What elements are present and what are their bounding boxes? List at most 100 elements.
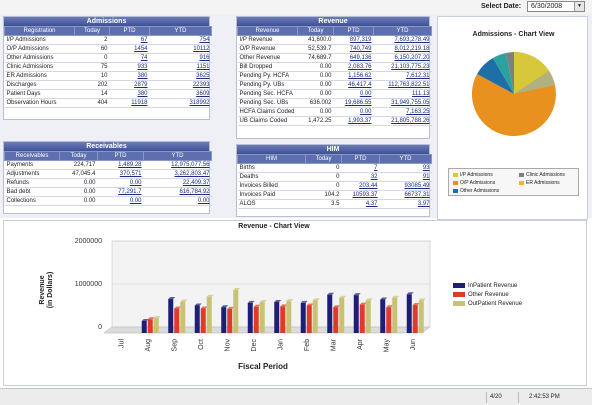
cell-value[interactable]: 0.00	[333, 89, 374, 99]
cell-value[interactable]: 7	[341, 163, 380, 173]
table-row: Pending Sec. HCFA 0.00 0.00 111.13	[237, 89, 432, 99]
bar-top	[153, 315, 161, 318]
cell-value[interactable]: 1,993.37	[333, 116, 374, 126]
cell-value[interactable]: 203.44	[341, 181, 380, 191]
cell-value: 104.2	[305, 190, 342, 200]
cell-value[interactable]: 112,763,822.51	[373, 80, 432, 90]
cell-value[interactable]: 933	[109, 62, 150, 72]
cell-value[interactable]: 111.13	[373, 89, 432, 99]
cell-value[interactable]: 11918	[109, 98, 150, 108]
table-row: Clinic Admissions 75 933 1151	[4, 62, 212, 72]
row-label: Discharges	[4, 80, 75, 90]
bar-top	[247, 300, 255, 303]
cell-value[interactable]: 7,612.31	[373, 71, 432, 81]
cell-value: 0.00	[297, 89, 334, 99]
cell-value[interactable]: 1151	[149, 62, 212, 72]
bar	[300, 302, 306, 333]
cell-value[interactable]: 91	[379, 172, 432, 182]
cell-value[interactable]: 77,291.7	[97, 187, 144, 197]
pie-slice-clinic-admissions	[506, 52, 514, 94]
legend-swatch	[453, 292, 465, 297]
cell-value: 14	[74, 89, 110, 99]
revenue-table: Revenue Today PTD YTD I/P Revenue 41,600.0 89…	[237, 26, 432, 126]
cell-value[interactable]: 8,012,219.18	[373, 44, 432, 54]
cell-value[interactable]: 22393	[149, 80, 212, 90]
cell-value[interactable]: 3.97	[379, 199, 432, 209]
bar-top	[194, 303, 202, 306]
cell-value[interactable]: 3625	[149, 71, 212, 81]
cell-value[interactable]: 0.00	[97, 196, 144, 206]
cell-value[interactable]: 31,949,755.05	[373, 98, 432, 108]
cell-value[interactable]: 1454	[109, 44, 150, 54]
bar-top	[147, 317, 155, 320]
cell-value[interactable]: 916	[149, 53, 212, 63]
cell-value[interactable]: 740,749	[333, 44, 374, 54]
column-header: PTD	[97, 151, 144, 161]
cell-value[interactable]: 6,150,207.20	[373, 53, 432, 63]
bar	[353, 295, 359, 333]
cell-value[interactable]: 1,156.62	[333, 71, 374, 81]
cell-value[interactable]: 66737.31	[379, 190, 432, 200]
row-label: Deaths	[237, 172, 306, 182]
cell-value[interactable]: 616,784.92	[143, 187, 212, 197]
x-tick-label: Dec	[251, 339, 258, 352]
cell-value[interactable]: 754	[149, 35, 212, 45]
cell-value[interactable]: 19,686.55	[333, 98, 374, 108]
table-row: Pending Py. UBs 0.00 46,417.4 112,763,822.5…	[237, 80, 432, 90]
bar	[247, 302, 253, 333]
cell-value[interactable]: 10112	[149, 44, 212, 54]
row-label: Pending Sec. UBs	[237, 98, 298, 108]
cell-value[interactable]: 897,319	[333, 35, 374, 45]
cell-value[interactable]: 649,136	[333, 53, 374, 63]
receivables-panel: Receivables Receivables Today PTD YTD Payme…	[3, 141, 212, 214]
cell-value: 202	[74, 80, 110, 90]
admissions-panel: Admissions Registration Today PTD YTD I/P A…	[3, 16, 212, 120]
cell-value[interactable]: 21,103,775.23	[373, 62, 432, 72]
table-row: Deaths 0 32 91	[237, 172, 432, 182]
him-panel: HIM HIM Today PTD YTD Births 0 7 93 Deaths 0 32 91…	[236, 144, 432, 217]
cell-value[interactable]: 0.00	[143, 196, 212, 206]
cell-value[interactable]: 7,163.25	[373, 107, 432, 117]
cell-value[interactable]: 0.00	[333, 107, 374, 117]
chevron-down-icon[interactable]: ▼	[574, 2, 584, 11]
bar	[259, 302, 265, 333]
bar	[174, 308, 180, 333]
cell-value[interactable]: 93	[379, 163, 432, 173]
cell-value[interactable]: 67	[109, 35, 150, 45]
cell-value[interactable]: 370,571	[97, 169, 144, 179]
cell-value[interactable]: 93085.49	[379, 181, 432, 191]
cell-value[interactable]: 0.00	[97, 178, 144, 188]
cell-value[interactable]: 74	[109, 53, 150, 63]
date-select[interactable]: 6/30/2008 ▼	[527, 1, 585, 12]
column-header: YTD	[143, 151, 212, 161]
table-row: ALOS 3.5 4.37 3.97	[237, 199, 432, 209]
bar	[339, 297, 345, 333]
cell-value[interactable]: 3,262,803.47	[143, 169, 212, 179]
bar	[380, 299, 386, 333]
legend-item-er: ER Admissions	[519, 180, 560, 186]
cell-value[interactable]: 12,975,077.56	[143, 160, 212, 170]
status-time: 2:42:53 PM	[518, 392, 588, 403]
cell-value[interactable]: 318992	[149, 98, 212, 108]
cell-value[interactable]: 380	[109, 89, 150, 99]
row-label: Bad debt	[4, 187, 60, 197]
bar-top	[365, 298, 373, 301]
cell-value[interactable]: 380	[109, 71, 150, 81]
cell-value[interactable]: 32	[341, 172, 380, 182]
bar-top	[174, 306, 182, 309]
cell-value[interactable]: 2,083.76	[333, 62, 374, 72]
cell-value[interactable]: 1,489.28	[97, 160, 144, 170]
bar	[227, 308, 233, 333]
cell-value[interactable]: 46,417.4	[333, 80, 374, 90]
cell-value[interactable]: 22,409.37	[143, 178, 212, 188]
cell-value[interactable]: 10593.37	[341, 190, 380, 200]
row-label: ER Admissions	[4, 71, 75, 81]
cell-value[interactable]: 3609	[149, 89, 212, 99]
cell-value[interactable]: 21,805,788.26	[373, 116, 432, 126]
y-tick-label: 0	[98, 324, 102, 331]
bar	[200, 308, 206, 333]
cell-value[interactable]: 4.37	[341, 199, 380, 209]
cell-value[interactable]: 7,693,278.49	[373, 35, 432, 45]
cell-value[interactable]: 2879	[109, 80, 150, 90]
row-label: O/P Admissions	[4, 44, 75, 54]
